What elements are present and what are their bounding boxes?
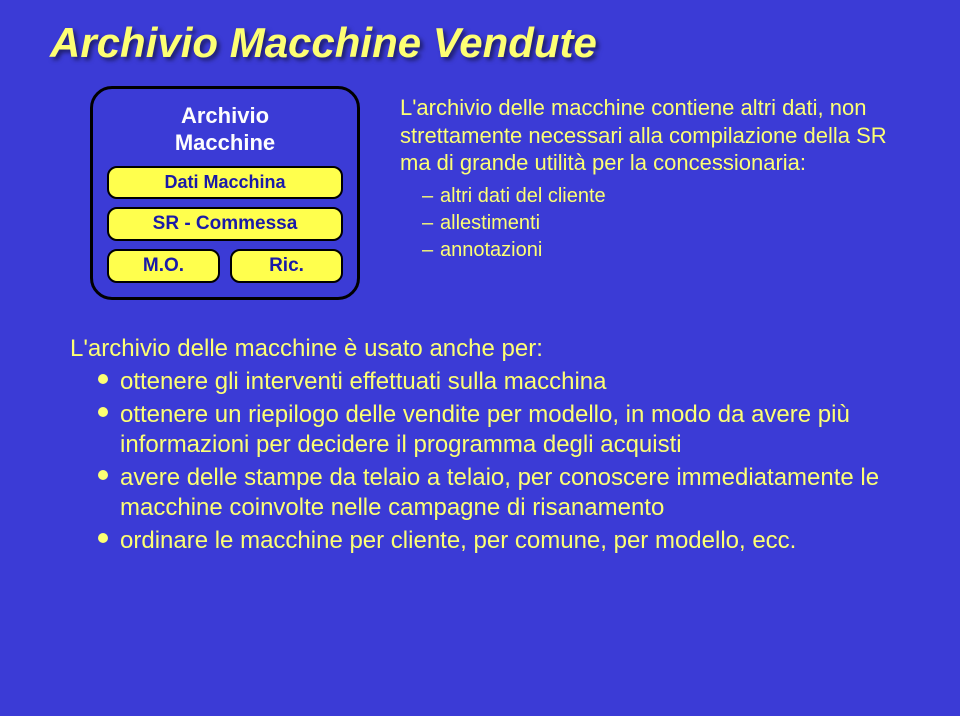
diagram-box: Archivio Macchine Dati Macchina SR - Com…	[90, 86, 360, 300]
diagram-label-line2: Macchine	[175, 130, 275, 155]
right-sub-item: altri dati del cliente	[422, 183, 910, 210]
bullet-item: ottenere gli interventi effettuati sulla…	[98, 367, 910, 397]
right-sub-item: annotazioni	[422, 237, 910, 264]
diagram-label: Archivio Macchine	[107, 103, 343, 156]
lower-lead: L'archivio delle macchine è usato anche …	[70, 335, 910, 363]
lower-bullet-list: ottenere gli interventi effettuati sulla…	[70, 367, 910, 556]
right-sublist: altri dati del cliente allestimenti anno…	[400, 183, 910, 264]
pill-dati-macchina: Dati Macchina	[107, 166, 343, 199]
pill-mo: M.O.	[107, 249, 220, 283]
top-row: Archivio Macchine Dati Macchina SR - Com…	[50, 86, 910, 300]
lower-block: L'archivio delle macchine è usato anche …	[70, 335, 910, 556]
slide: Archivio Macchine Vendute Archivio Macch…	[0, 0, 960, 716]
pill-bottom-row: M.O. Ric.	[107, 249, 343, 283]
right-lead: L'archivio delle macchine contiene altri…	[400, 94, 910, 177]
pill-ric: Ric.	[230, 249, 343, 283]
right-sub-item: allestimenti	[422, 210, 910, 237]
pill-sr-commessa: SR - Commessa	[107, 207, 343, 241]
bullet-item: ordinare le macchine per cliente, per co…	[98, 526, 910, 556]
right-text-block: L'archivio delle macchine contiene altri…	[400, 86, 910, 264]
bullet-item: ottenere un riepilogo delle vendite per …	[98, 400, 910, 460]
bullet-item: avere delle stampe da telaio a telaio, p…	[98, 463, 910, 523]
diagram-label-line1: Archivio	[181, 103, 269, 128]
slide-title: Archivio Macchine Vendute	[50, 20, 910, 66]
